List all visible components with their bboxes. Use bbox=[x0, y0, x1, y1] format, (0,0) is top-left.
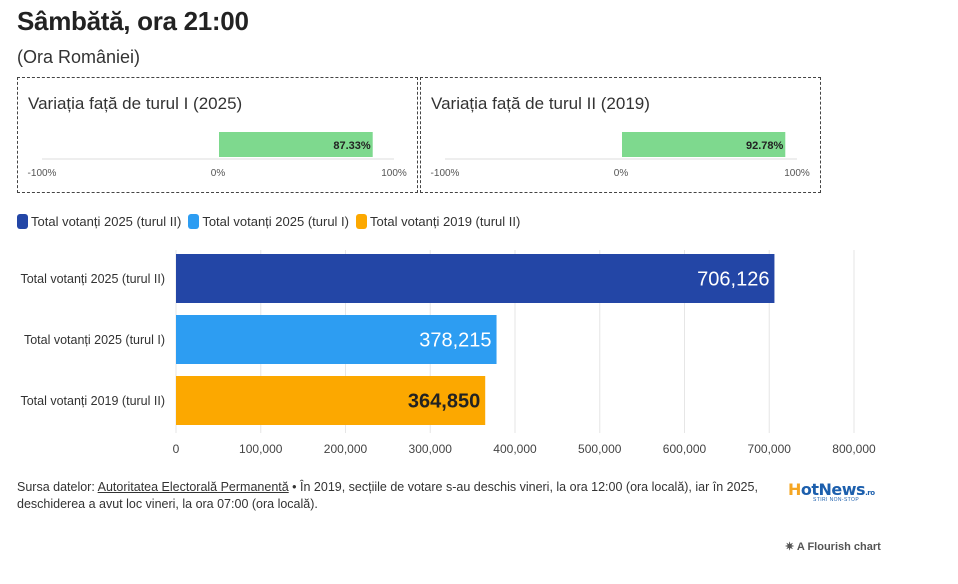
legend-item[interactable]: Total votanți 2025 (turul I) bbox=[188, 213, 350, 229]
variation-value-label: 92.78% bbox=[746, 140, 784, 152]
variation-tick-label: -100% bbox=[431, 168, 460, 179]
x-tick-label: 800,000 bbox=[832, 442, 876, 456]
bar[interactable] bbox=[176, 376, 486, 425]
variation-tick-label: 0% bbox=[614, 168, 629, 179]
variation-tick-label: -100% bbox=[28, 168, 57, 179]
bar-value-label: 706,126 bbox=[697, 269, 769, 291]
source-link[interactable]: Autoritatea Electorală Permanentă bbox=[97, 480, 289, 494]
chart-subtitle: (Ora României) bbox=[17, 47, 141, 67]
main-bar-chart: 0 100,000 200,000 300,000 400,000 500,000 600,… bbox=[20, 250, 876, 456]
category-label: Total votanți 2019 (turul II) bbox=[20, 394, 165, 408]
variation-chart: 87.33% -100% 0% 100% bbox=[28, 132, 407, 179]
legend-label: Total votanți 2025 (turul I) bbox=[202, 213, 350, 229]
variation-chart: 92.78% -100% 0% 100% bbox=[431, 132, 810, 179]
x-tick-label: 400,000 bbox=[493, 442, 537, 456]
footer-text: • În 2019, secțiile de votare s-au desch… bbox=[17, 480, 758, 511]
x-tick-label: 700,000 bbox=[748, 442, 792, 456]
variation-tick-label: 100% bbox=[784, 168, 810, 179]
bar-value-label: 378,215 bbox=[419, 330, 491, 352]
flourish-credit-label: A Flourish chart bbox=[796, 541, 881, 553]
hotnews-logo[interactable]: HotNews.ro bbox=[788, 480, 875, 499]
variation-tick-label: 0% bbox=[211, 168, 226, 179]
legend-item[interactable]: Total votanți 2019 (turul II) bbox=[356, 213, 521, 229]
chart-legend: Total votanți 2025 (turul II) Total vota… bbox=[17, 212, 527, 230]
footer-note: Sursa datelor: Autoritatea Electorală Pe… bbox=[17, 479, 767, 513]
x-tick-label: 600,000 bbox=[663, 442, 707, 456]
bar[interactable] bbox=[176, 315, 497, 364]
category-label: Total votanți 2025 (turul I) bbox=[24, 333, 165, 347]
legend-label: Total votanți 2019 (turul II) bbox=[370, 213, 521, 229]
variation-value-label: 87.33% bbox=[333, 140, 371, 152]
x-tick-label: 200,000 bbox=[324, 442, 368, 456]
variation-bar bbox=[219, 132, 373, 157]
legend-swatch bbox=[188, 213, 200, 229]
variation-panel-2019: Variația față de turul II (2019) 92.78% … bbox=[420, 77, 821, 193]
legend-swatch bbox=[356, 213, 368, 229]
variation-panel-title: Variația față de turul II (2019) bbox=[431, 94, 650, 113]
variation-panel-round1: Variația față de turul I (2025) 87.33% -… bbox=[17, 77, 418, 193]
bar-value-label: 364,850 bbox=[408, 391, 480, 413]
bar[interactable] bbox=[176, 254, 775, 303]
source-prefix: Sursa datelor: bbox=[17, 480, 98, 494]
flourish-credit[interactable]: ✷ A Flourish chart bbox=[785, 540, 881, 553]
category-label: Total votanți 2025 (turul II) bbox=[20, 272, 165, 286]
legend-label: Total votanți 2025 (turul II) bbox=[31, 213, 182, 229]
legend-swatch bbox=[17, 213, 28, 229]
variation-tick-label: 100% bbox=[381, 168, 407, 179]
x-tick-label: 500,000 bbox=[578, 442, 622, 456]
x-tick-label: 300,000 bbox=[409, 442, 453, 456]
logo-text: otNews bbox=[800, 480, 866, 499]
x-tick-label: 0 bbox=[173, 442, 180, 456]
chart-title: Sâmbătă, ora 21:00 bbox=[17, 6, 249, 36]
logo-h: H bbox=[788, 480, 801, 499]
logo-tld: .ro bbox=[865, 489, 875, 497]
variation-panel-title: Variația față de turul I (2025) bbox=[28, 94, 243, 113]
variation-bar bbox=[622, 132, 786, 157]
x-tick-label: 100,000 bbox=[239, 442, 283, 456]
logo-tagline: STIRI NON-STOP bbox=[813, 497, 860, 503]
legend-item[interactable]: Total votanți 2025 (turul II) bbox=[17, 213, 182, 229]
flourish-icon: ✷ bbox=[785, 541, 795, 553]
